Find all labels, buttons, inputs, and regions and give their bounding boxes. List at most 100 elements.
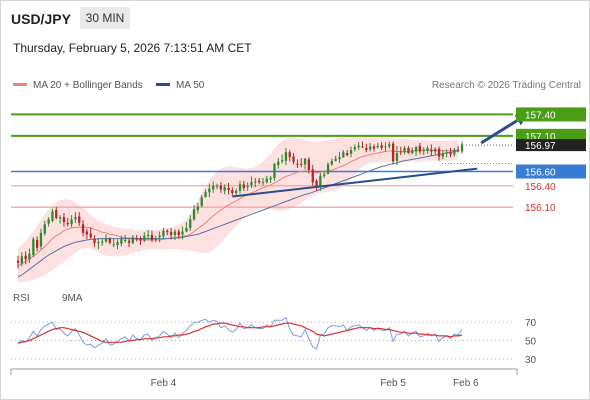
legend-ma50-label: MA 50 (176, 80, 205, 91)
candle-body (338, 157, 341, 160)
candle-body (127, 240, 131, 243)
candle-body (361, 146, 364, 148)
legend-rsi-label: RSI (13, 293, 30, 304)
candle-body (20, 256, 23, 264)
candle-body (403, 148, 406, 153)
candle-body (384, 146, 387, 148)
candle-body (346, 153, 349, 156)
candle-body (307, 159, 310, 171)
candle-body (62, 217, 66, 223)
moving-averages (17, 148, 459, 278)
candle-body (235, 190, 238, 193)
candle-body (411, 150, 414, 153)
price-levels (11, 113, 513, 208)
candle-body (250, 182, 253, 186)
candle-body (36, 240, 39, 248)
candle-body (97, 242, 100, 244)
level-label-156-10: 156.10 (525, 203, 556, 214)
candle-body (231, 190, 234, 193)
candle-body (166, 230, 169, 233)
candle-body (242, 184, 245, 188)
candle-body (395, 153, 399, 161)
candle-body (445, 152, 448, 154)
candle-body (380, 145, 383, 148)
candle-body (112, 244, 115, 246)
candle-body (74, 217, 77, 220)
candle-body (399, 151, 402, 153)
candle-body (365, 148, 368, 151)
rsi-ma9-line (17, 322, 463, 344)
legend-ma20-swatch (13, 82, 27, 86)
candle-body (407, 148, 410, 153)
candle-body (170, 232, 173, 236)
candle-body (158, 235, 161, 238)
candle-body (78, 216, 81, 223)
candle-body (323, 174, 326, 176)
candle-body (261, 182, 265, 184)
candle-body (311, 169, 314, 183)
candle-body (28, 253, 31, 260)
candle-body (434, 148, 437, 152)
candle-body (258, 180, 261, 183)
rsi-panel: 70 50 30 (11, 316, 537, 366)
candle-body (265, 178, 268, 183)
candle-body (326, 164, 330, 174)
candle-body (246, 185, 249, 188)
level-label-156-40: 156.40 (525, 182, 556, 193)
rsi-line (17, 316, 463, 350)
candle-body (284, 152, 288, 161)
legend-9ma-label: 9MA (62, 293, 83, 304)
candle-body (426, 148, 429, 151)
candle-body (422, 150, 425, 152)
candle-body (93, 238, 96, 243)
ma20-line (17, 148, 459, 267)
candle-body (81, 224, 85, 233)
candle-body (89, 233, 92, 238)
candle-body (150, 235, 154, 240)
current-price-label: 156.97 (525, 141, 556, 152)
candle-body (315, 180, 318, 188)
candle-body (273, 163, 276, 178)
current-price-box (516, 139, 586, 152)
candle-body (135, 237, 138, 240)
candle-body (189, 219, 192, 228)
candle-body (388, 144, 391, 147)
candle-body (59, 217, 62, 219)
candle-body (51, 211, 54, 221)
candle-body (227, 187, 230, 190)
timeframe-button[interactable]: 30 MIN (80, 7, 130, 29)
rsi-tick-70: 70 (525, 318, 537, 329)
candle-body (460, 144, 464, 152)
candle-body (215, 185, 219, 187)
candle-body (16, 260, 20, 263)
candle-body (143, 235, 146, 241)
price-labels: 157.40 157.10 156.60 156.40 156.10 156.97 (516, 107, 586, 214)
bollinger-band-area (18, 135, 459, 283)
candle-body (177, 231, 180, 236)
candle-body (430, 149, 433, 152)
candle-body (269, 177, 272, 180)
ma50-line (17, 150, 459, 278)
x-tick-feb-5: Feb 5 (380, 378, 406, 389)
legend-ma50-swatch (156, 82, 170, 86)
rsi-tick-50: 50 (525, 337, 537, 348)
candle-body (85, 231, 88, 235)
candle-body (223, 187, 226, 191)
candle-body (418, 145, 421, 152)
x-tick-feb-4: Feb 4 (151, 378, 177, 389)
candle-body (104, 238, 108, 242)
candle-body (457, 150, 460, 152)
candle-body (66, 222, 69, 225)
candle-body (39, 232, 43, 247)
candle-body (212, 185, 215, 190)
candle-body (330, 160, 333, 165)
candle-body (70, 219, 73, 225)
candle-body (441, 153, 444, 157)
legend-ma20-label: MA 20 + Bollinger Bands (33, 80, 143, 91)
candle-body (369, 146, 372, 150)
candle-body (124, 240, 127, 241)
candle-body (254, 181, 257, 183)
candle-body (196, 206, 199, 211)
candle-body (376, 145, 379, 148)
